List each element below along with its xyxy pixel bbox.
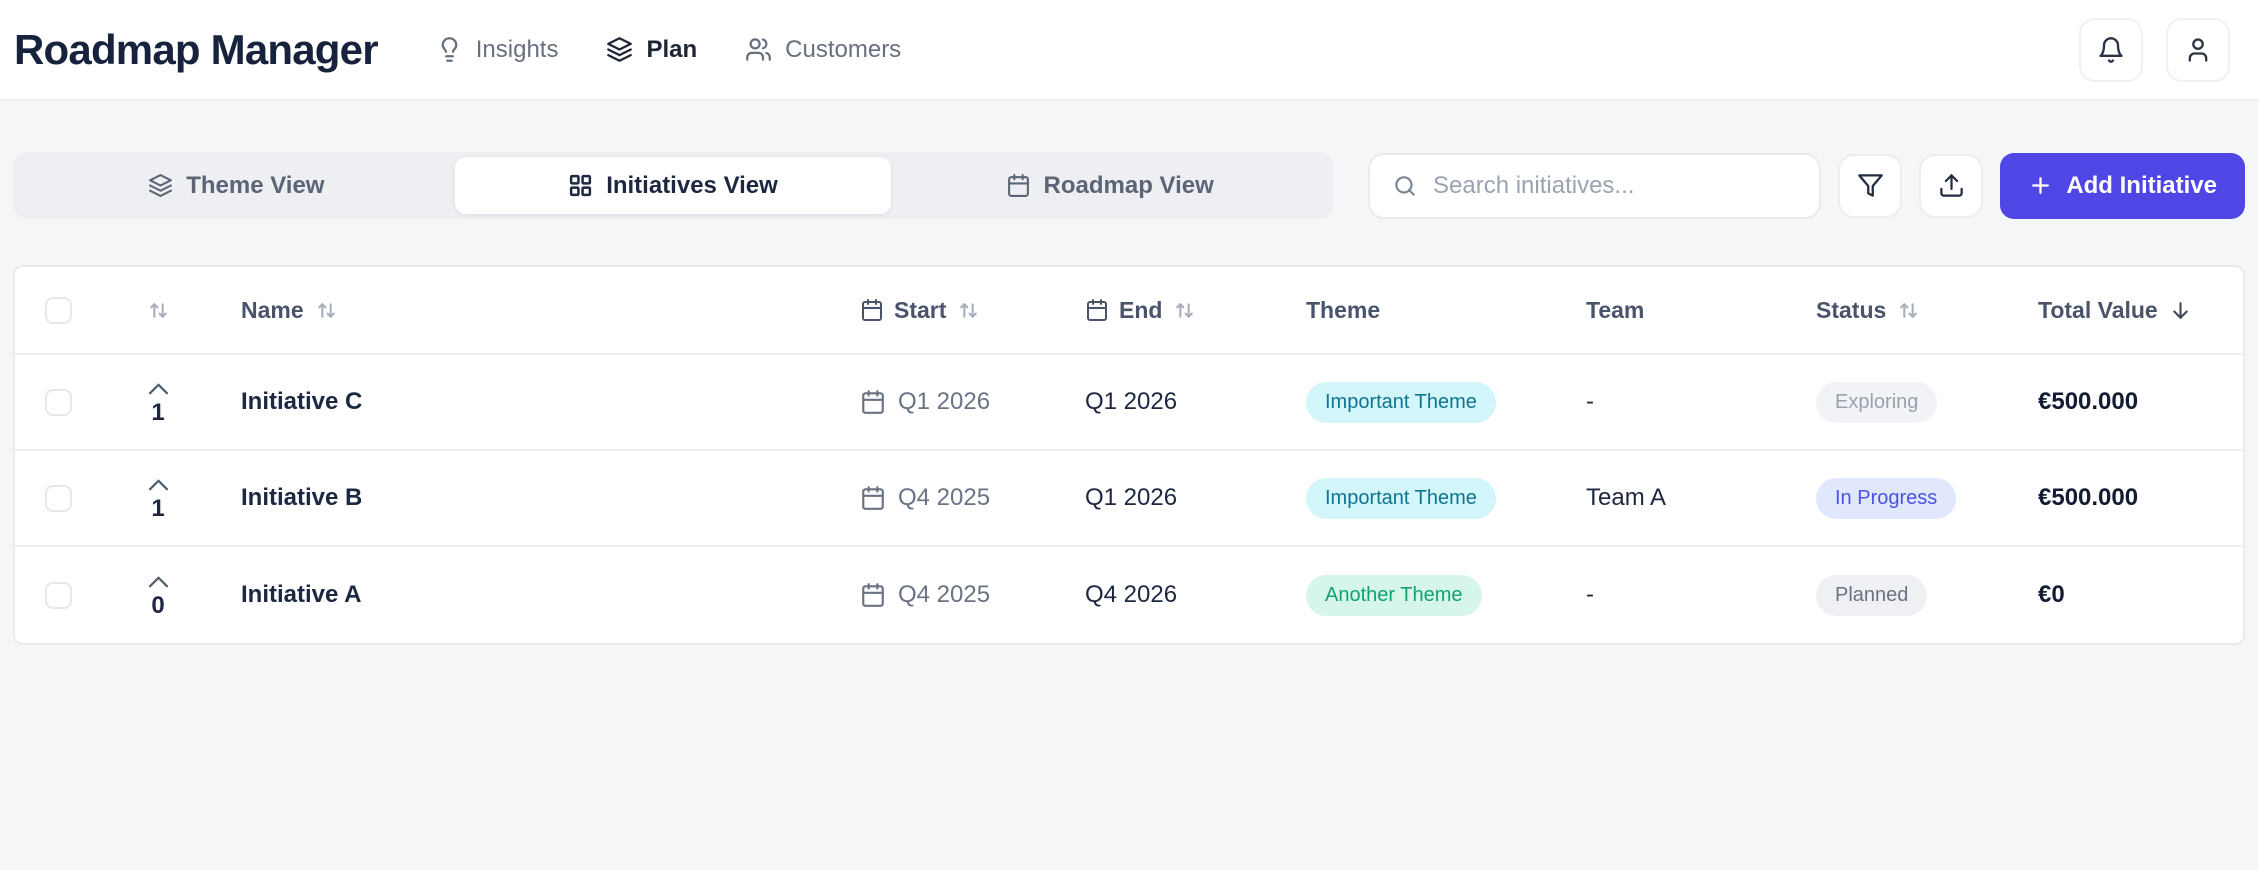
user-icon (2188, 37, 2208, 62)
lightbulb-icon (441, 37, 458, 62)
plus-icon (2032, 177, 2050, 194)
calendar-icon (862, 299, 882, 321)
row-checkbox[interactable] (45, 581, 72, 609)
status-badge: In Progress (1816, 477, 1957, 519)
header-actions (2079, 17, 2230, 82)
arrow-down-icon (2172, 301, 2188, 319)
upvote-button[interactable] (144, 572, 173, 591)
theme-badge: Important Theme (1306, 381, 1496, 423)
calendar-icon (1007, 174, 1029, 197)
filter-button[interactable] (1838, 153, 1903, 218)
column-header-total-value[interactable]: Total Value (2028, 297, 2243, 324)
tab-label: Initiatives View (606, 171, 778, 199)
notifications-button[interactable] (2079, 17, 2143, 82)
sort-updown-icon (317, 302, 335, 318)
total-value-cell: €0 (2038, 581, 2065, 608)
tab-label: Roadmap View (1043, 171, 1214, 199)
start-cell: Q4 2025 (848, 581, 1073, 609)
row-checkbox[interactable] (45, 388, 72, 416)
search-box (1368, 152, 1822, 219)
add-initiative-button[interactable]: Add Initiative (2000, 152, 2245, 219)
table-row[interactable]: 1 Initiative B Q4 2025 Q1 2026 Important… (15, 451, 2243, 547)
column-header-start[interactable]: Start (848, 297, 1073, 324)
start-cell: Q1 2026 (848, 388, 1073, 416)
table-row[interactable]: 0 Initiative A Q4 2025 Q4 2026 Another T… (15, 547, 2243, 643)
view-tabs: Theme View Initiatives View Roadmap View (13, 152, 1333, 219)
vote-count: 0 (151, 592, 165, 619)
sort-updown-icon (149, 302, 167, 318)
initiative-name: Initiative B (241, 484, 363, 511)
chevron-up-icon (148, 479, 168, 491)
team-cell: - (1586, 581, 1594, 608)
vote-count: 1 (151, 399, 165, 426)
nav-item-plan[interactable]: Plan (606, 36, 697, 64)
main-content: Theme View Initiatives View Roadmap View… (0, 152, 2258, 645)
calendar-icon (862, 390, 884, 414)
toolbar: Theme View Initiatives View Roadmap View… (13, 152, 2245, 219)
team-cell: - (1586, 388, 1594, 415)
filter-icon (1857, 174, 1883, 197)
upvote-button[interactable] (144, 475, 173, 494)
table-header-row: Name Start End Theme Team Status (15, 267, 2243, 355)
calendar-icon (862, 486, 884, 510)
column-header-status[interactable]: Status (1798, 297, 2028, 324)
layers-icon (149, 174, 173, 197)
nav-label: Insights (475, 35, 559, 63)
theme-badge: Important Theme (1306, 477, 1496, 519)
end-cell: Q4 2026 (1085, 581, 1178, 608)
search-input[interactable] (1433, 171, 1800, 200)
sort-updown-icon (1176, 302, 1194, 318)
total-value-cell: €500.000 (2038, 484, 2139, 511)
team-cell: Team A (1586, 484, 1667, 511)
account-button[interactable] (2166, 17, 2230, 82)
column-header-theme: Theme (1306, 296, 1381, 323)
end-cell: Q1 2026 (1085, 388, 1178, 415)
initiatives-table: Name Start End Theme Team Status (13, 265, 2245, 645)
start-cell: Q4 2025 (848, 484, 1073, 512)
column-header-end[interactable]: End (1073, 297, 1298, 324)
row-checkbox[interactable] (45, 484, 72, 512)
add-initiative-label: Add Initiative (2066, 171, 2217, 199)
search-icon (1395, 175, 1415, 196)
nav-item-insights[interactable]: Insights (436, 35, 559, 64)
calendar-icon (862, 583, 884, 607)
upvote-button[interactable] (144, 379, 173, 398)
tab-initiatives-view[interactable]: Initiatives View (454, 157, 892, 214)
tab-roadmap-view[interactable]: Roadmap View (891, 157, 1328, 214)
nav-label: Customers (785, 35, 902, 63)
column-header-team: Team (1586, 296, 1645, 323)
end-cell: Q1 2026 (1085, 484, 1178, 511)
app-header: Roadmap Manager Insights Plan Customers (0, 0, 2258, 101)
tab-label: Theme View (186, 171, 325, 199)
main-nav: Insights Plan Customers (436, 36, 901, 64)
sort-updown-icon (1900, 302, 1918, 318)
table-row[interactable]: 1 Initiative C Q1 2026 Q1 2026 Important… (15, 355, 2243, 451)
upload-icon (1940, 174, 1963, 197)
app-title: Roadmap Manager (14, 25, 379, 73)
chevron-up-icon (148, 576, 168, 588)
initiative-name: Initiative A (241, 581, 362, 608)
theme-badge: Another Theme (1306, 574, 1482, 616)
column-header-votes[interactable] (99, 298, 217, 323)
nav-item-customers[interactable]: Customers (745, 36, 901, 64)
select-all-checkbox[interactable] (45, 296, 72, 324)
vote-count: 1 (151, 495, 165, 522)
initiative-name: Initiative C (241, 388, 363, 415)
column-header-name[interactable]: Name (217, 297, 848, 324)
bell-icon (2099, 36, 2123, 63)
chevron-up-icon (148, 383, 168, 395)
nav-label: Plan (646, 35, 698, 63)
layers-icon (607, 37, 633, 62)
export-button[interactable] (1919, 153, 1984, 218)
total-value-cell: €500.000 (2038, 388, 2139, 415)
status-badge: Exploring (1816, 381, 1938, 423)
tab-theme-view[interactable]: Theme View (18, 157, 455, 214)
grid-icon (570, 174, 592, 197)
sort-updown-icon (960, 302, 978, 318)
users-icon (746, 38, 772, 61)
status-badge: Planned (1816, 574, 1928, 616)
calendar-icon (1087, 299, 1107, 321)
